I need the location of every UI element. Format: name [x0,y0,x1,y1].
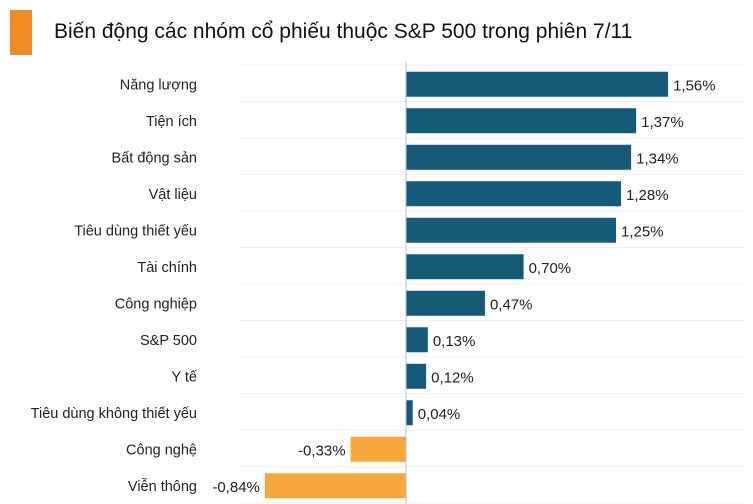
category-label: Bất động sản [112,150,197,166]
category-label: Vật liệu [149,187,197,203]
category-label: Y tế [171,369,197,385]
value-label: -0,33% [298,442,346,459]
category-label: Viễn thông [128,478,197,495]
value-label: 0,47% [490,296,533,313]
bar-8 [406,363,427,389]
bar-0 [406,71,669,97]
bar-3 [406,181,622,207]
bar-4 [406,217,616,243]
value-label: 1,34% [636,150,679,167]
value-label: 0,13% [433,333,476,350]
bar-1 [406,108,637,134]
category-label: Công nghiệp [115,296,197,312]
bar-2 [406,144,632,170]
bar-6 [406,290,485,316]
category-label: Tiêu dùng không thiết yếu [31,406,197,422]
bar-9 [406,400,413,426]
value-label: -0,84% [212,479,260,496]
category-label: S&P 500 [140,333,197,349]
value-label: 1,37% [641,114,684,131]
value-label: 0,70% [529,260,572,277]
bar-5 [406,254,524,280]
chart-title: Biến động các nhóm cổ phiếu thuộc S&P 50… [54,20,633,43]
category-label: Năng lượng [120,77,197,93]
category-label: Tài chính [137,260,197,276]
value-label: 0,04% [418,406,461,423]
category-label: Tiêu dùng thiết yếu [74,223,197,239]
category-label: Tiện ích [146,114,197,130]
value-label: 1,28% [626,187,669,204]
bar-7 [406,327,428,353]
category-label: Công nghệ [126,442,197,458]
bar-11 [264,473,406,499]
title-accent-bar [10,10,32,55]
bar-10 [350,436,406,462]
value-label: 0,12% [431,369,474,386]
value-label: 1,56% [673,77,716,94]
value-label: 1,25% [621,223,664,240]
